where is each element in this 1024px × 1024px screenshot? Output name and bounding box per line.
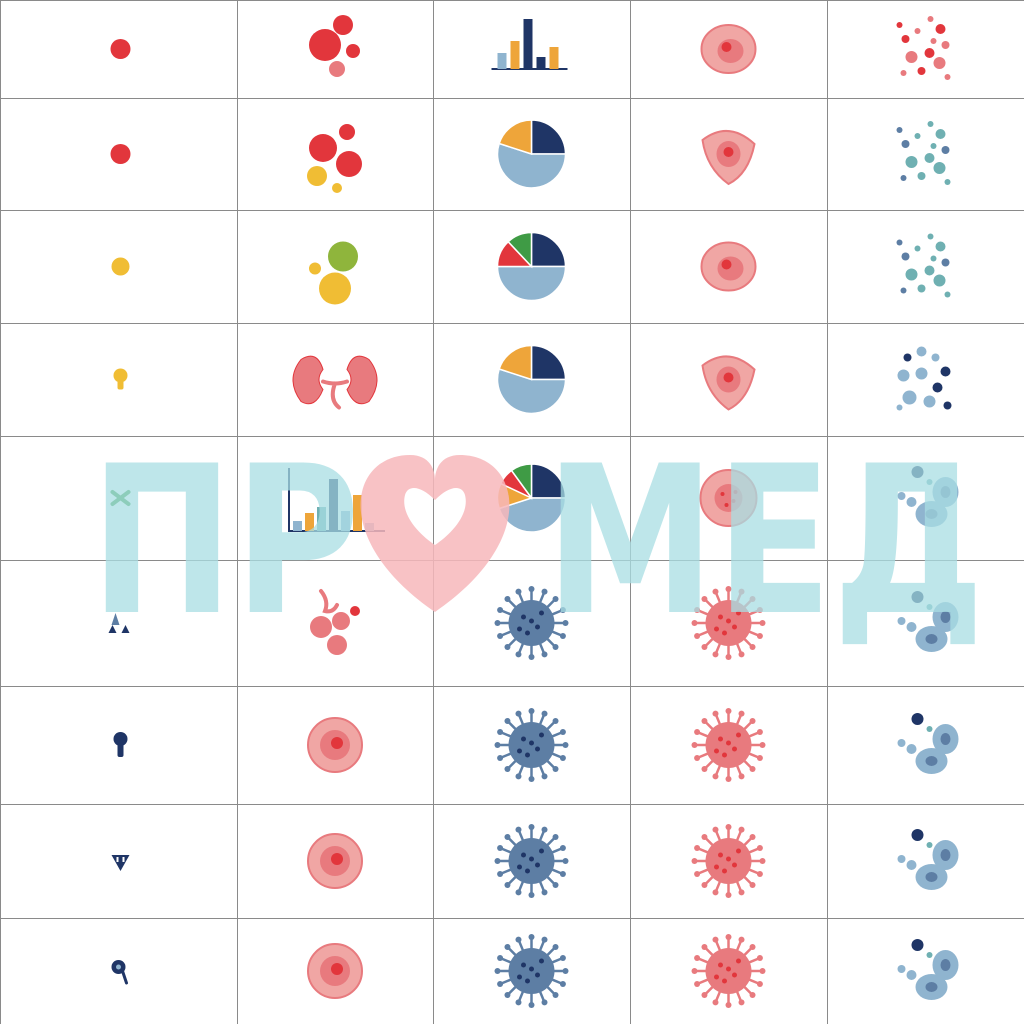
pie-chart-three-icon bbox=[496, 119, 567, 189]
cells-blue-icon bbox=[897, 713, 959, 774]
pin-navy-icon bbox=[111, 960, 128, 985]
virus-blue-icon bbox=[494, 708, 569, 782]
dot-red-icon bbox=[110, 39, 131, 59]
scatter-red-icon bbox=[896, 16, 951, 80]
cross-green-icon bbox=[110, 490, 131, 506]
shield-navy-icon bbox=[111, 855, 130, 871]
cells-blue-icon bbox=[897, 591, 959, 652]
bubbles-red-icon bbox=[309, 15, 360, 77]
cell-red-round-large-icon bbox=[307, 943, 363, 999]
pie-chart-four-icon bbox=[496, 231, 567, 302]
bubbles-pink-stem-icon bbox=[310, 589, 360, 655]
bubbles-red-yellow-icon bbox=[307, 124, 362, 193]
bar-chart-icon bbox=[491, 19, 568, 70]
virus-blue-icon bbox=[494, 586, 569, 660]
virus-red-icon bbox=[691, 934, 766, 1008]
cell-red-round-large-icon bbox=[307, 833, 363, 889]
scatter-teal-icon bbox=[896, 121, 951, 185]
scatter-blue-icon bbox=[896, 346, 952, 411]
dot-yellow-icon bbox=[111, 257, 130, 276]
pie-chart-five-icon bbox=[496, 463, 567, 533]
droplets-blue-icon bbox=[108, 613, 130, 633]
virus-red-icon bbox=[691, 824, 766, 898]
bubbles-green-yellow-icon bbox=[309, 241, 358, 305]
scatter-teal-icon bbox=[896, 233, 951, 298]
cell-red-spotted-icon bbox=[699, 469, 758, 527]
cells-blue-icon bbox=[897, 939, 959, 1000]
virus-blue-icon bbox=[494, 934, 569, 1008]
cells-blue-icon bbox=[897, 466, 959, 527]
bar-chart-axes-icon bbox=[288, 468, 385, 532]
dot-red-icon bbox=[110, 144, 131, 164]
cell-red-triangle-icon bbox=[701, 355, 756, 411]
kidneys-icon bbox=[292, 355, 378, 410]
cell-red-triangle-icon bbox=[701, 130, 756, 186]
cell-red-round-icon bbox=[700, 24, 757, 74]
keyhole-navy-icon bbox=[113, 732, 128, 757]
cell-red-round-icon bbox=[700, 241, 757, 292]
virus-red-icon bbox=[691, 708, 766, 782]
pie-chart-three-icon bbox=[496, 344, 567, 415]
virus-blue-icon bbox=[494, 824, 569, 898]
keyhole-yellow-icon bbox=[113, 368, 128, 390]
virus-red-icon bbox=[691, 586, 766, 660]
cell-red-round-large-icon bbox=[307, 717, 363, 773]
cells-blue-icon bbox=[897, 829, 959, 890]
